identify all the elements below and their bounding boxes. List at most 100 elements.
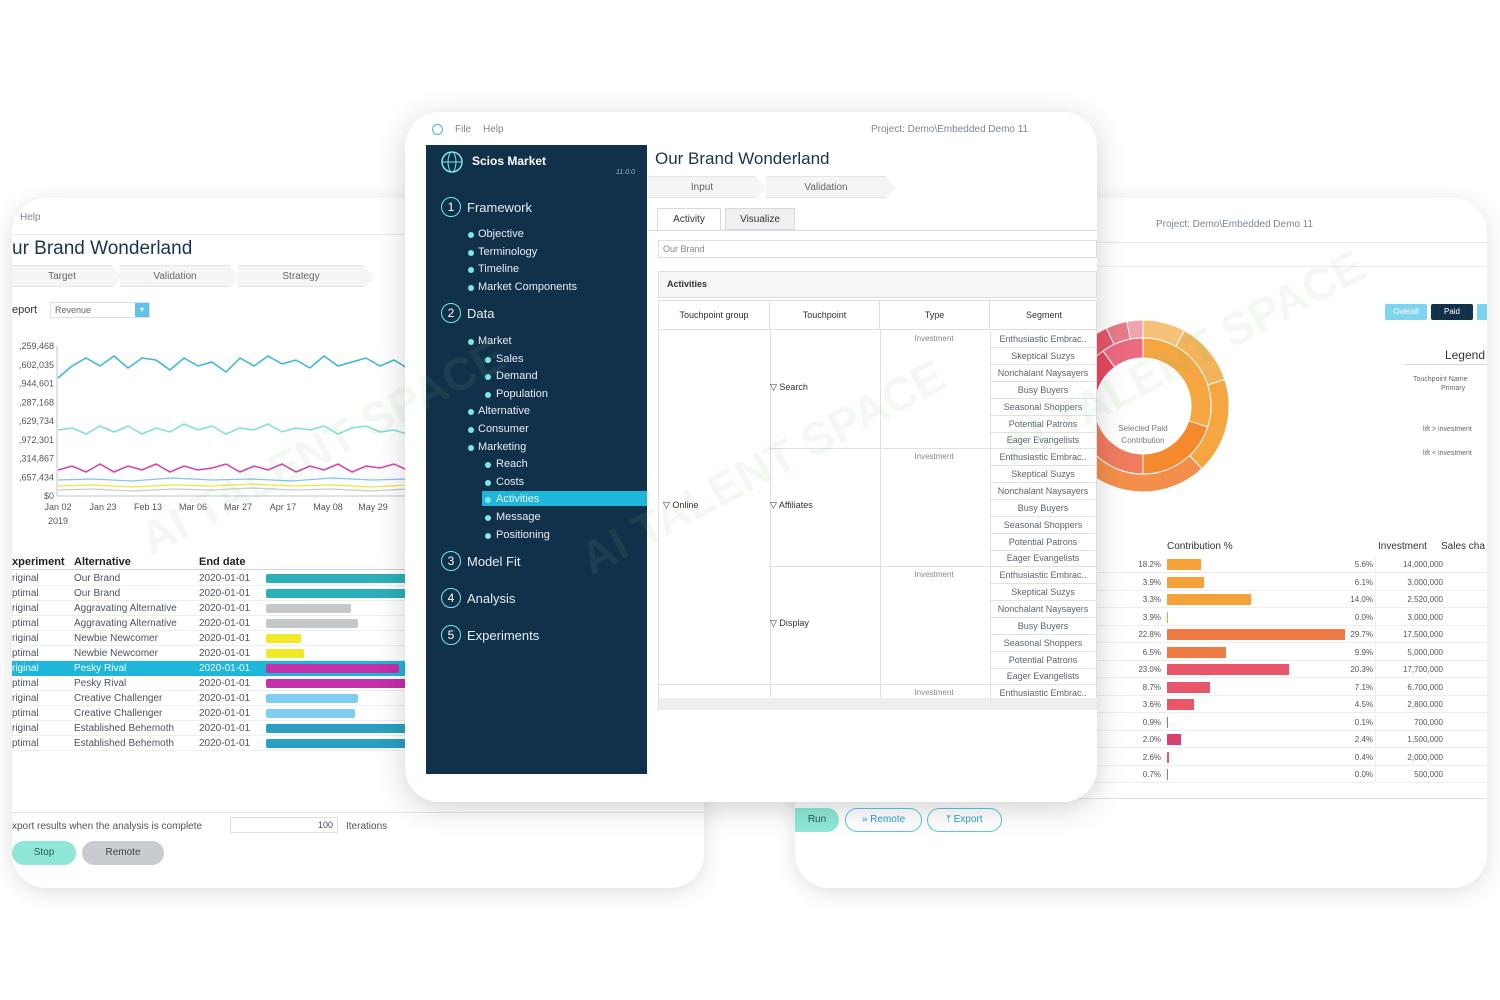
- table-row[interactable]: 6.5% 9.9% 5,000,000: [795, 643, 1487, 661]
- file-menu[interactable]: File: [455, 124, 472, 135]
- report-select[interactable]: Revenue ▾: [50, 302, 150, 318]
- step-number-badge: 3: [441, 551, 461, 571]
- sidebar-item-objective[interactable]: Objective: [478, 228, 524, 240]
- sidebar-item-market[interactable]: Market: [478, 335, 512, 347]
- table-row[interactable]: riginal Creative Challenger 2020-01-01: [12, 691, 407, 706]
- sidebar-section-analysis[interactable]: Analysis: [467, 591, 516, 606]
- primary-pct-cell: 23.0%: [1138, 665, 1161, 674]
- table-row[interactable]: 0.7% 0.0% 500,000: [795, 766, 1487, 783]
- step-number-badge: 4: [441, 588, 461, 608]
- progress-bar: [266, 574, 407, 583]
- table-row[interactable]: ptimal Established Behemoth 2020-01-01: [12, 736, 407, 751]
- contribution-bar: [1167, 594, 1251, 605]
- table-row[interactable]: 23.0% 20.3% 17,700,000: [795, 661, 1487, 678]
- sidebar-item-alternative[interactable]: Alternative: [478, 405, 530, 418]
- table-row[interactable]: 3.3% 14.0% 2,520,000: [795, 591, 1487, 608]
- table-row[interactable]: 3.9% 0.0% 3,000,000: [795, 608, 1487, 626]
- table-row[interactable]: 2.0% 2.4% 1,500,000: [795, 731, 1487, 748]
- table-row[interactable]: riginal Established Behemoth 2020-01-01: [12, 721, 407, 736]
- touchpoint-search[interactable]: ▽ Search: [770, 382, 808, 392]
- tab-visualize[interactable]: Visualize: [725, 208, 795, 230]
- sidebar-item-consumer[interactable]: Consumer: [478, 423, 529, 435]
- sidebar-item-costs[interactable]: Costs: [496, 475, 525, 488]
- chevron-down-icon[interactable]: ▾: [135, 303, 149, 317]
- sidebar-item-market-components[interactable]: Market Components: [478, 280, 578, 293]
- sidebar-item-sales[interactable]: Sales: [496, 352, 524, 365]
- end-date-cell: 2020-01-01: [199, 633, 251, 644]
- touchpoint-display[interactable]: ▽ Display: [770, 618, 809, 628]
- brand-field[interactable]: Our Brand: [658, 240, 1097, 258]
- legend-lift-up: lift > investment: [1423, 426, 1472, 433]
- project-label: Project: Demo\Embedded Demo 11: [1156, 219, 1314, 230]
- help-menu-center[interactable]: Help: [483, 124, 504, 135]
- sidebar-section-data[interactable]: Data: [467, 306, 495, 321]
- step-validation[interactable]: Validation: [120, 265, 240, 288]
- segment-cell: Busy Buyers: [990, 499, 1095, 517]
- remote-button-right[interactable]: » Remote: [845, 808, 922, 832]
- toggle-overall[interactable]: Overall: [1385, 304, 1427, 320]
- end-date-cell: 2020-01-01: [199, 678, 251, 689]
- table-row[interactable]: 3.9% 6.1% 3,000,000: [795, 573, 1487, 591]
- contribution-bar: [1167, 629, 1345, 640]
- investment-cell: 2,800,000: [1375, 696, 1443, 713]
- primary-pct-cell: 22.8%: [1138, 630, 1161, 639]
- end-date-cell: 2020-01-01: [199, 648, 251, 659]
- table-row[interactable]: riginal Pesky Rival 2020-01-01: [12, 661, 407, 676]
- contribution-bar: [1167, 681, 1210, 693]
- table-row[interactable]: ptimal Aggravating Alternative 2020-01-01: [12, 616, 407, 631]
- sidebar-item-population[interactable]: Population: [496, 387, 548, 400]
- nav-bullet: [468, 444, 474, 451]
- sidebar-item-timeline[interactable]: Timeline: [478, 263, 520, 275]
- sidebar-item-activities[interactable]: Activities: [496, 493, 540, 506]
- touchpoint-affiliates[interactable]: ▽ Affiliates: [770, 500, 813, 510]
- table-row[interactable]: ptimal Creative Challenger 2020-01-01: [12, 706, 407, 721]
- table-row[interactable]: riginal Newbie Newcomer 2020-01-01: [12, 631, 407, 646]
- table-row[interactable]: riginal Aggravating Alternative 2020-01-01: [12, 601, 407, 616]
- stop-button[interactable]: Stop: [12, 841, 76, 865]
- sidebar-section-model-fit[interactable]: Model Fit: [467, 554, 521, 569]
- table-row[interactable]: 8.7% 7.1% 6,700,000: [795, 678, 1487, 696]
- segment-cell: Skeptical Suzys: [990, 583, 1095, 601]
- export-button[interactable]: ⤒ Export: [927, 808, 1002, 832]
- table-row[interactable]: 18.2% 5.6% 14,000,000: [795, 556, 1487, 573]
- table-row[interactable]: ptimal Newbie Newcomer 2020-01-01: [12, 646, 407, 661]
- sidebar-item-demand[interactable]: Demand: [496, 370, 538, 383]
- legend-lift-down: lift < investment: [1423, 450, 1472, 457]
- table-row[interactable]: ptimal Pesky Rival 2020-01-01: [12, 676, 407, 691]
- remote-button[interactable]: Remote: [82, 841, 164, 865]
- table-row[interactable]: 22.8% 29.7% 17,500,000: [795, 626, 1487, 643]
- step-target[interactable]: Target: [12, 265, 122, 288]
- type-cell: Investment: [914, 452, 954, 461]
- donut-slice[interactable]: [1102, 337, 1144, 368]
- sidebar-item-reach[interactable]: Reach: [496, 458, 528, 471]
- contribution-bar: [1167, 716, 1168, 728]
- toggle-paid[interactable]: Paid: [1431, 304, 1473, 320]
- step-strategy[interactable]: Strategy: [238, 265, 374, 288]
- subheader-divider: [795, 266, 1487, 267]
- table-row[interactable]: riginal Our Brand 2020-01-01: [12, 571, 407, 586]
- tab-activity[interactable]: Activity: [657, 208, 721, 231]
- sidebar-item-message[interactable]: Message: [496, 511, 541, 523]
- table-row[interactable]: ptimal Our Brand 2020-01-01: [12, 586, 407, 601]
- sidebar-item-marketing[interactable]: Marketing: [478, 440, 527, 453]
- sidebar-item-positioning[interactable]: Positioning: [496, 528, 550, 541]
- toggle-extra[interactable]: [1477, 304, 1487, 320]
- table-row[interactable]: 3.6% 4.5% 2,800,000: [795, 696, 1487, 713]
- group-online[interactable]: ▽ Online: [663, 500, 699, 510]
- sidebar-section-experiments[interactable]: Experiments: [467, 628, 540, 643]
- sidebar-item-terminology[interactable]: Terminology: [478, 245, 538, 258]
- nav-bullet: [468, 409, 474, 416]
- iterations-input[interactable]: 100: [230, 817, 338, 833]
- horizontal-scrollbar[interactable]: [659, 698, 1097, 710]
- donut-slice[interactable]: [1126, 319, 1144, 340]
- contribution-pct-cell: 7.1%: [1354, 682, 1373, 692]
- step-validation-center[interactable]: Validation: [766, 176, 896, 199]
- run-button[interactable]: Run: [795, 808, 839, 832]
- nav-bullet: [485, 374, 491, 381]
- table-row[interactable]: 0.9% 0.1% 700,000: [795, 713, 1487, 731]
- table-row[interactable]: 2.6% 0.4% 2,000,000: [795, 748, 1487, 766]
- help-menu[interactable]: Help: [20, 212, 41, 223]
- sidebar-section-framework[interactable]: Framework: [467, 200, 533, 215]
- bottom-divider: [12, 812, 704, 813]
- step-input[interactable]: Input: [648, 176, 766, 199]
